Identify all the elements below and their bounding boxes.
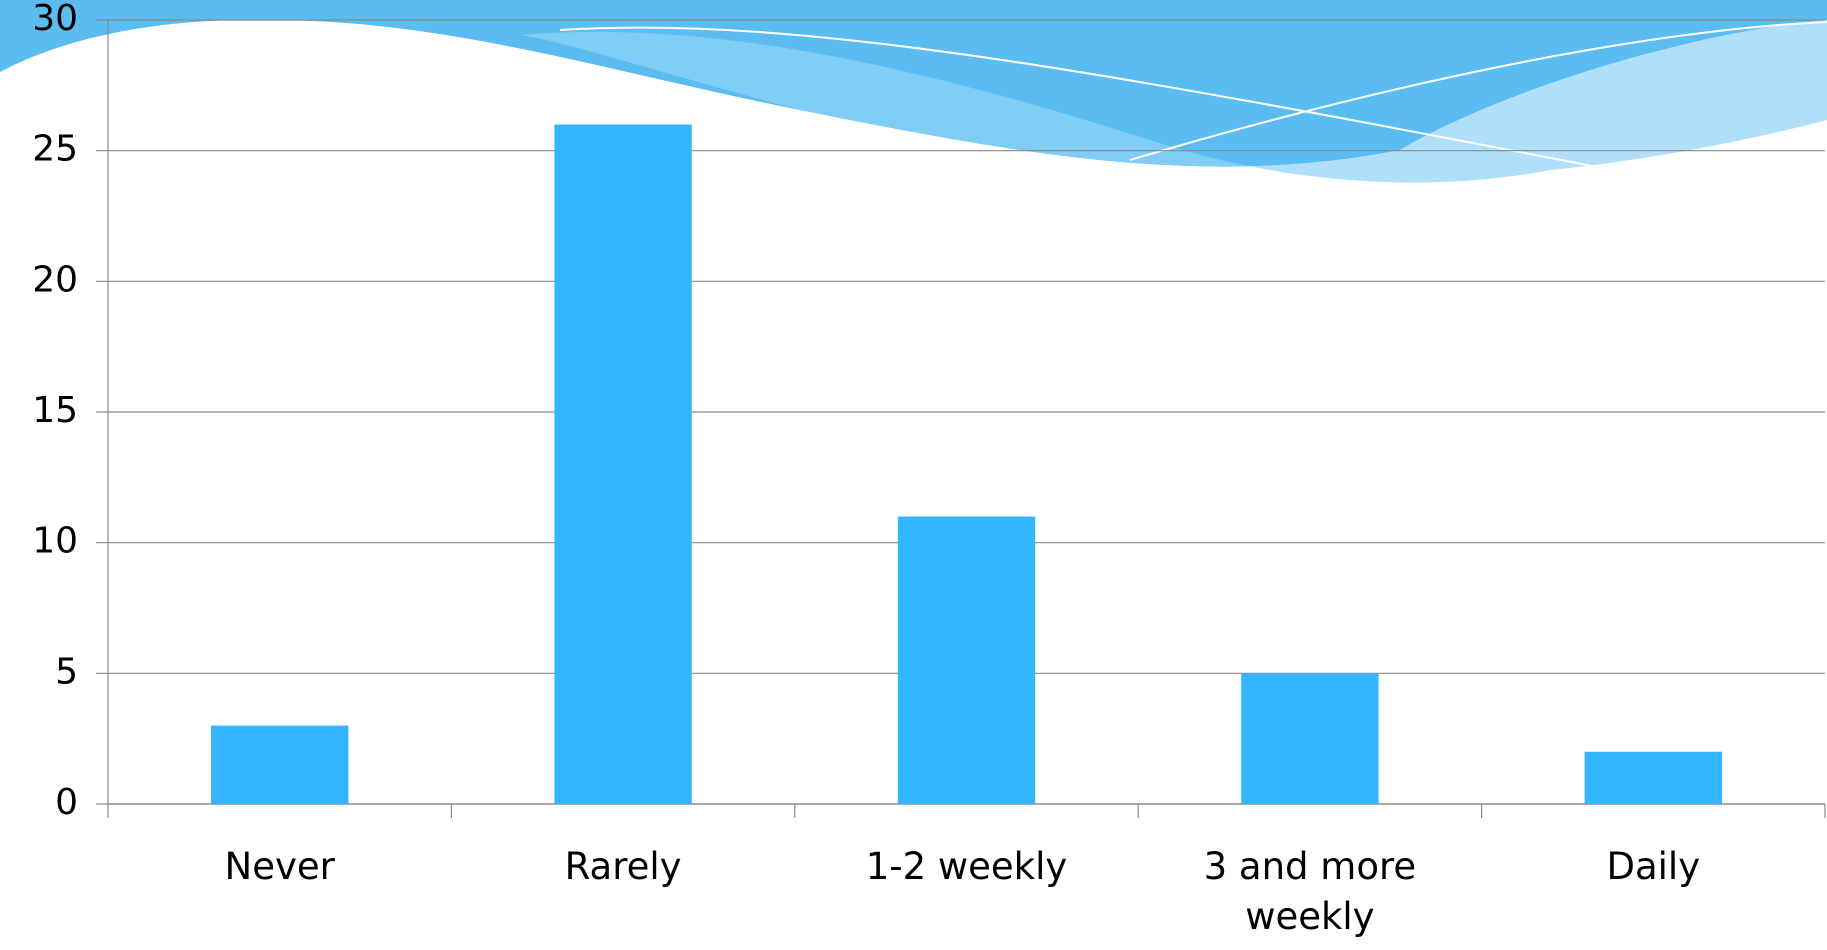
x-tick-label: Rarely bbox=[564, 845, 682, 888]
y-tick-label: 0 bbox=[55, 782, 78, 823]
x-tick-label: 1-2 weekly bbox=[865, 845, 1068, 888]
decoration bbox=[0, 0, 1827, 186]
y-tick-label: 25 bbox=[32, 129, 78, 170]
x-tick-label: Daily bbox=[1606, 845, 1701, 888]
y-tick-label: 30 bbox=[32, 0, 78, 39]
y-tick-label: 20 bbox=[32, 259, 78, 300]
bar bbox=[554, 124, 692, 805]
y-tick-label: 15 bbox=[32, 390, 78, 431]
y-tick-label: 10 bbox=[32, 521, 78, 562]
bar bbox=[211, 725, 349, 804]
y-tick-label: 5 bbox=[55, 651, 78, 692]
x-tick-label: Never bbox=[224, 845, 335, 888]
bar bbox=[897, 516, 1036, 804]
bar bbox=[1241, 673, 1379, 804]
x-tick-label: 3 and more weekly bbox=[1203, 845, 1417, 938]
bar bbox=[1584, 751, 1722, 804]
